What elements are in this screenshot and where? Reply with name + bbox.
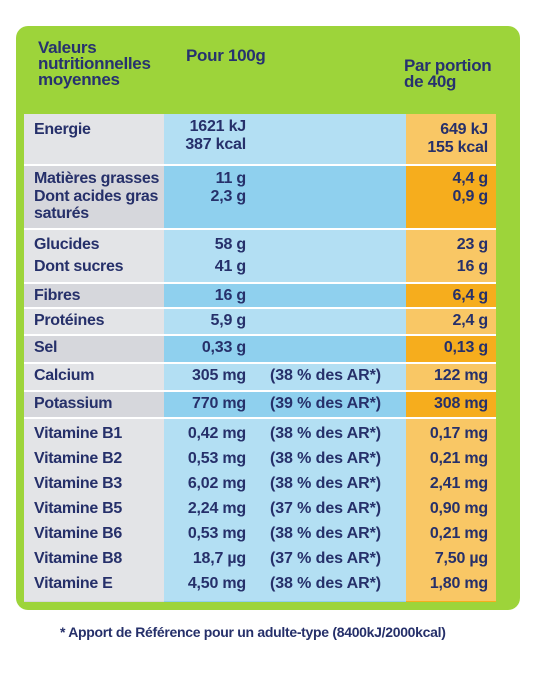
- value-per-portion: 2,41 mg: [429, 475, 488, 492]
- nutrient-label: Vitamine B1: [34, 425, 122, 442]
- table-header: Valeurs nutritionnelles moyennes Pour 10…: [38, 38, 508, 110]
- header-nutrients: Valeurs nutritionnelles moyennes: [38, 38, 151, 89]
- nutrient-label: Vitamine B6: [34, 525, 122, 542]
- value-per-100g: 6,02 mg: [187, 475, 246, 492]
- row-stripe: [24, 309, 496, 334]
- value-per-100g: 305 mg: [192, 367, 246, 384]
- value-per-portion: 0,17 mg: [429, 425, 488, 442]
- nutrient-label: Glucides: [34, 236, 100, 253]
- nutrient-label: Dont sucres: [34, 258, 124, 275]
- row-separator: [24, 164, 496, 166]
- row-separator: [24, 390, 496, 392]
- value-per-portion: 122 mg: [434, 367, 488, 384]
- nutrient-label: Fibres: [34, 287, 81, 304]
- value-per-portion: 649 kJ 155 kcal: [427, 121, 488, 157]
- value-per-portion: 1,80 mg: [429, 575, 488, 592]
- header-per-100g: Pour 100g: [186, 46, 266, 65]
- per-100g-column: [164, 114, 406, 602]
- value-per-portion: 0,21 mg: [429, 450, 488, 467]
- reference-intake: (37 % des AR*): [270, 550, 381, 567]
- row-separator: [24, 362, 496, 364]
- reference-intake: (38 % des AR*): [270, 525, 381, 542]
- reference-intake: (38 % des AR*): [270, 475, 381, 492]
- value-per-100g: 0,42 mg: [187, 425, 246, 442]
- value-per-portion: 16 g: [456, 258, 488, 275]
- header-per-portion: Par portion de 40g: [404, 56, 492, 91]
- nutrient-label: Calcium: [34, 367, 95, 384]
- nutrient-label: Vitamine B2: [34, 450, 122, 467]
- value-per-portion: 4,4 g: [452, 170, 489, 187]
- value-per-portion: 0,13 g: [443, 339, 488, 356]
- footnote: * Apport de Référence pour un adulte-typ…: [60, 624, 446, 640]
- value-per-100g: 1621 kJ 387 kcal: [185, 118, 246, 154]
- value-per-100g: 16 g: [214, 287, 246, 304]
- value-per-portion: 7,50 µg: [434, 550, 488, 567]
- value-per-portion: 0,21 mg: [429, 525, 488, 542]
- value-per-100g: 0,53 mg: [187, 450, 246, 467]
- value-per-portion: 6,4 g: [452, 287, 489, 304]
- row-stripe: [24, 419, 496, 601]
- row-stripe: [24, 114, 496, 164]
- nutrient-label: Vitamine B8: [34, 550, 122, 567]
- row-separator: [24, 307, 496, 309]
- nutrient-label: Potassium: [34, 395, 113, 412]
- reference-intake: (38 % des AR*): [270, 450, 381, 467]
- value-per-portion-kcal: 155 kcal: [427, 139, 488, 156]
- label-column: [24, 114, 164, 602]
- nutrient-label: Dont acides gras saturés: [34, 188, 159, 222]
- per-portion-column: [406, 114, 496, 602]
- reference-intake: (38 % des AR*): [270, 367, 381, 384]
- row-separator: [24, 334, 496, 336]
- nutrient-label: Energie: [34, 121, 91, 138]
- reference-intake: (38 % des AR*): [270, 575, 381, 592]
- value-per-100g: 58 g: [214, 236, 246, 253]
- value-per-100g: 11 g: [215, 170, 247, 187]
- nutrient-label: Vitamine B5: [34, 500, 122, 517]
- value-per-portion: 0,90 mg: [429, 500, 488, 517]
- value-per-100g: 770 mg: [192, 395, 246, 412]
- row-separator: [24, 417, 496, 419]
- nutrition-table: Energie 1621 kJ 387 kcal 649 kJ 155 kcal…: [24, 114, 496, 602]
- row-stripe: [24, 364, 496, 390]
- reference-intake: (38 % des AR*): [270, 425, 381, 442]
- value-per-100g: 2,3 g: [210, 188, 247, 205]
- nutrient-label: Vitamine E: [34, 575, 113, 592]
- value-per-portion: 308 mg: [434, 395, 488, 412]
- row-separator: [24, 228, 496, 230]
- nutrient-label: Matières grasses: [34, 170, 160, 187]
- value-per-100g: 0,33 g: [201, 339, 246, 356]
- value-per-portion: 2,4 g: [452, 312, 489, 329]
- row-stripe: [24, 230, 496, 282]
- nutrient-label: Vitamine B3: [34, 475, 122, 492]
- value-per-portion-kj: 649 kJ: [440, 121, 488, 138]
- value-per-100g: 0,53 mg: [187, 525, 246, 542]
- reference-intake: (37 % des AR*): [270, 500, 381, 517]
- value-per-100g: 2,24 mg: [187, 500, 246, 517]
- nutrient-label: Protéines: [34, 312, 105, 329]
- value-per-100g-kj: 1621 kJ: [189, 118, 247, 135]
- value-per-100g: 18,7 µg: [192, 550, 246, 567]
- value-per-100g: 4,50 mg: [187, 575, 246, 592]
- value-per-100g-kcal: 387 kcal: [185, 136, 246, 153]
- reference-intake: (39 % des AR*): [270, 395, 381, 412]
- value-per-portion: 0,9 g: [452, 188, 489, 205]
- value-per-100g: 41 g: [214, 258, 246, 275]
- value-per-portion: 23 g: [456, 236, 488, 253]
- value-per-100g: 5,9 g: [210, 312, 247, 329]
- row-separator: [24, 282, 496, 284]
- nutrient-label: Sel: [34, 339, 58, 356]
